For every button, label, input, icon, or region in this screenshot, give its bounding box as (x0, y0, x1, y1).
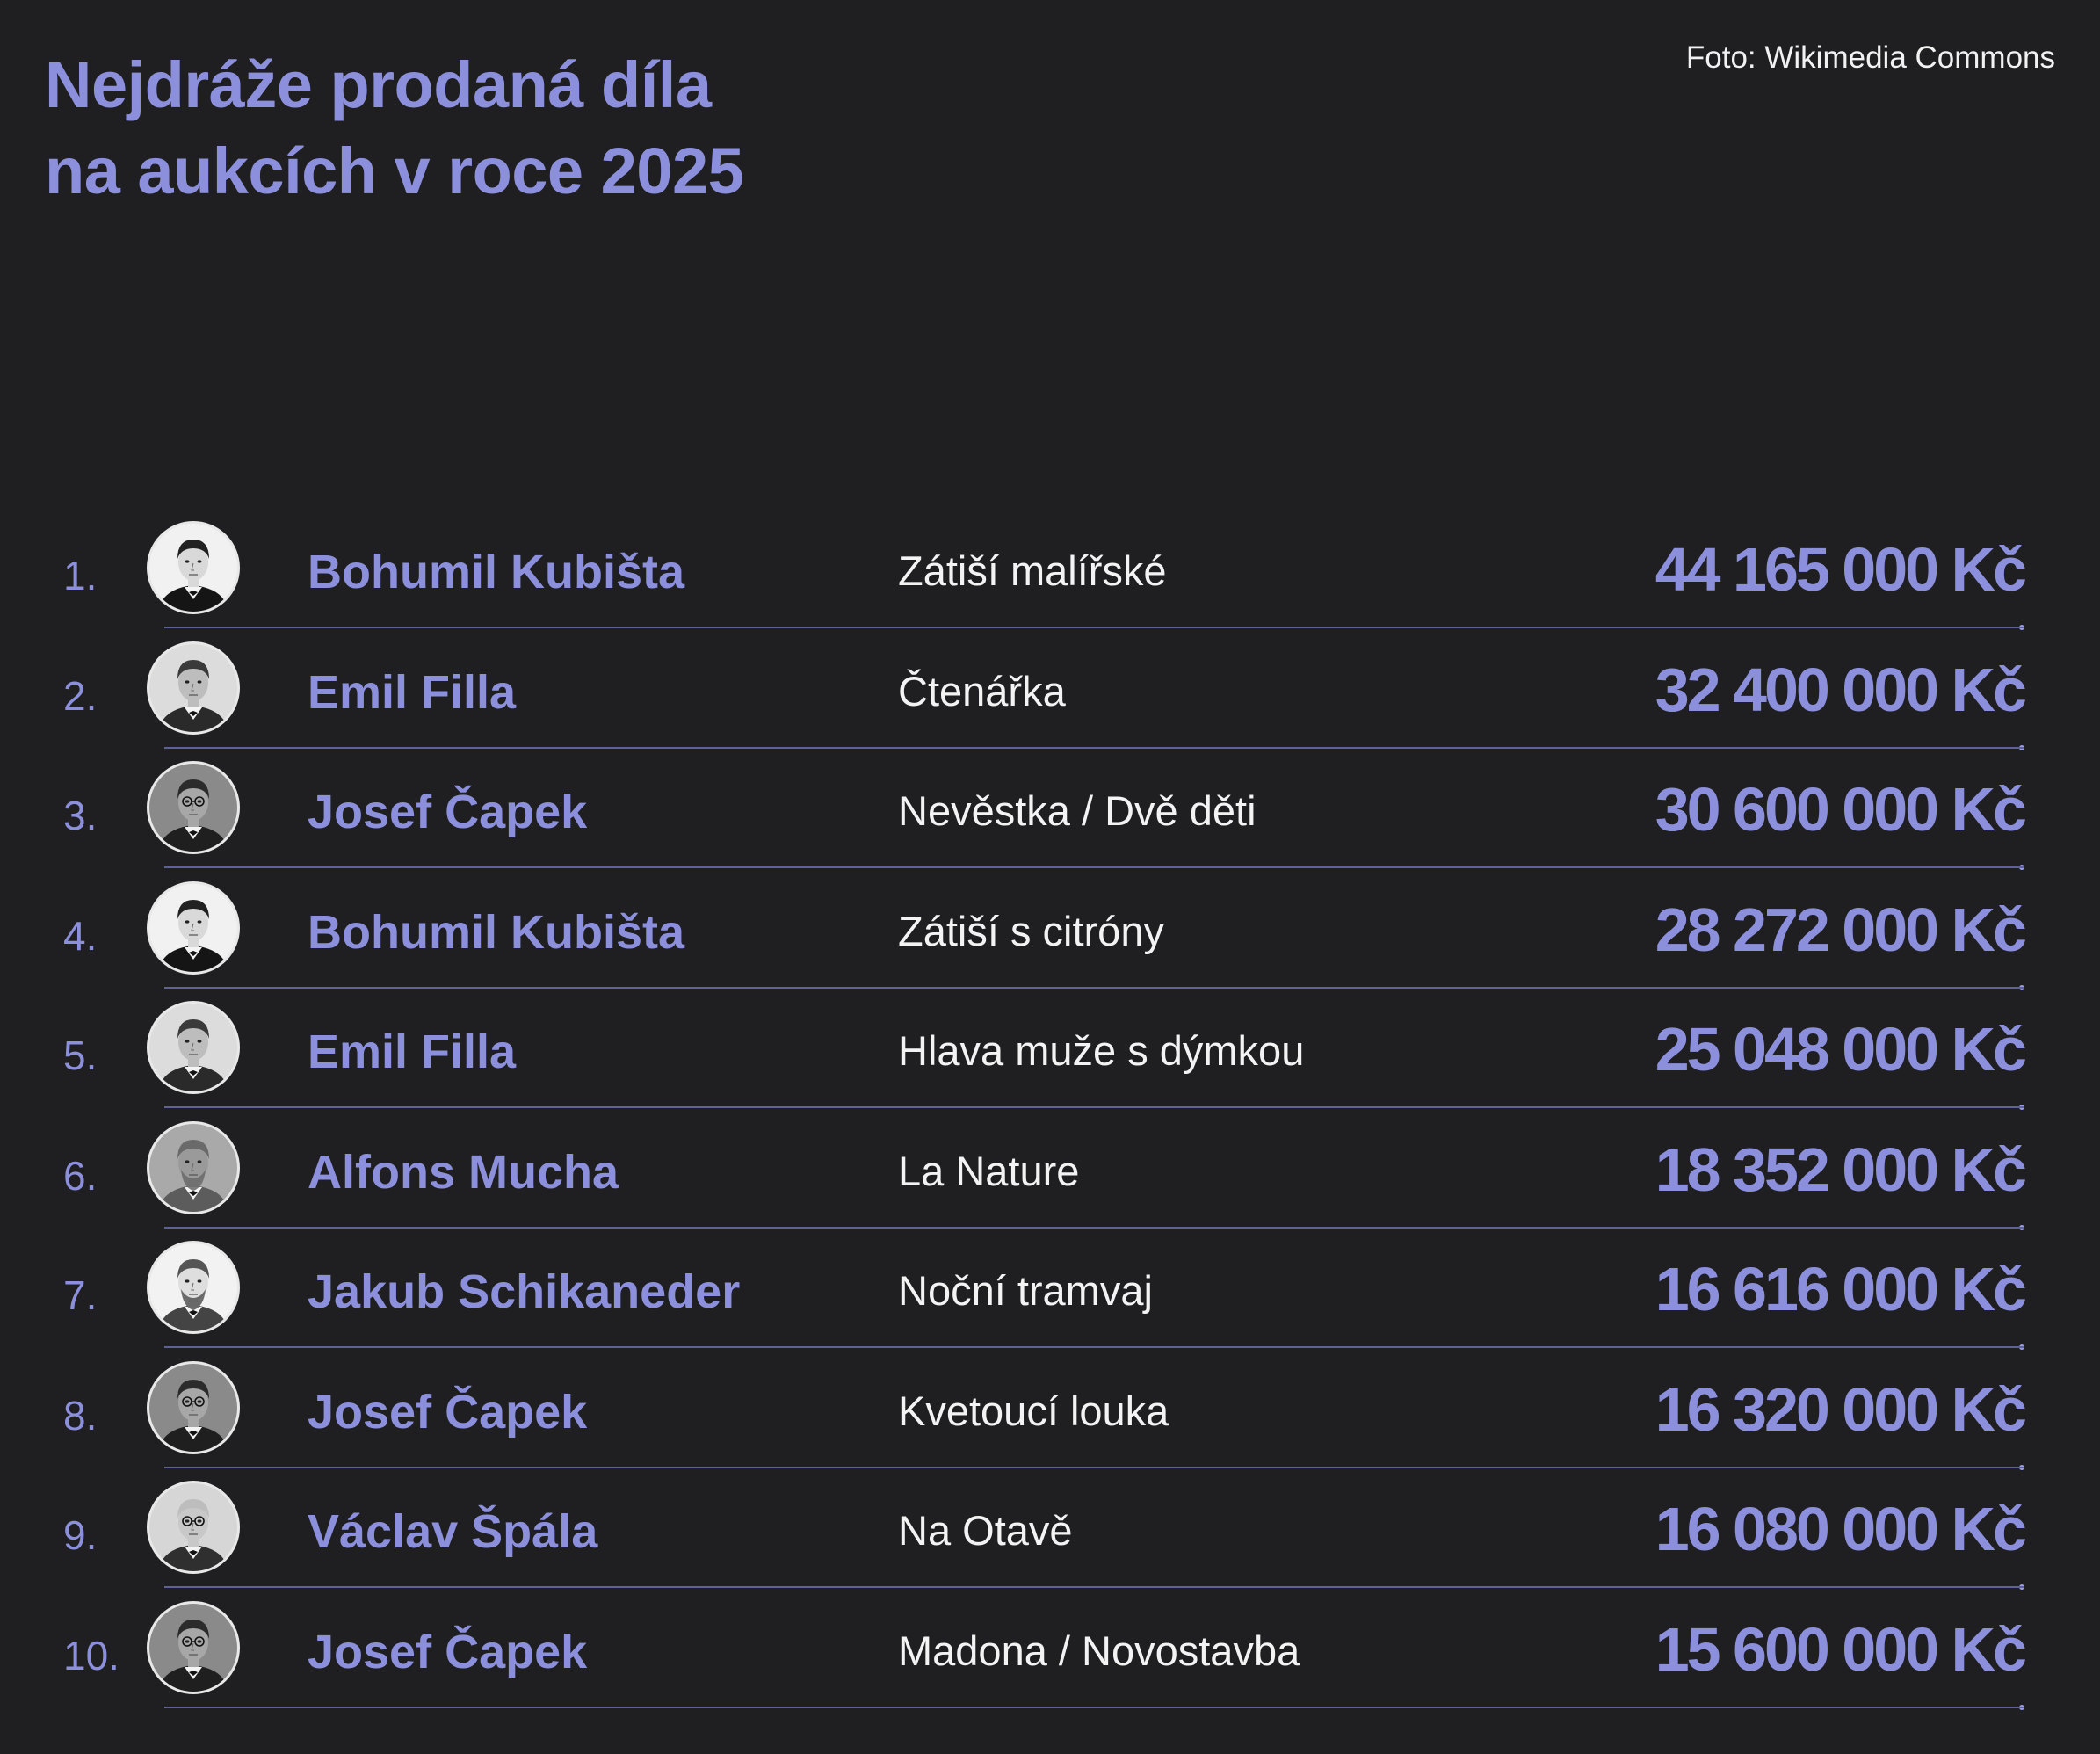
avatar (147, 1120, 240, 1214)
title-line-2: na aukcích v roce 2025 (45, 134, 744, 207)
list-item: 6. Alfons Mucha La Nature 18 352 000 Kč (0, 1113, 2100, 1234)
avatar (147, 881, 240, 975)
sale-price: 16 080 000 Kč (1655, 1495, 2027, 1563)
list-item: 9. Václav Špála Na Otavě 16 080 000 Kč (0, 1473, 2100, 1593)
sale-price: 30 600 000 Kč (1655, 775, 2027, 844)
list-item: 8. Josef Čapek Kvetoucí louka 16 320 000… (0, 1353, 2100, 1474)
sale-price: 44 165 000 Kč (1655, 535, 2027, 604)
josef-capek-portrait (149, 1363, 237, 1452)
list-item: 5. Emil Filla Hlava muže s dýmkou 25 048… (0, 993, 2100, 1113)
rank-number: 6. (63, 1152, 98, 1199)
rank-number: 8. (63, 1392, 98, 1439)
artwork-title: Zátiší s citróny (898, 907, 1164, 954)
artwork-title: Čtenářka (898, 667, 1066, 714)
artwork-title: Kvetoucí louka (898, 1387, 1169, 1434)
artist-name: Emil Filla (308, 665, 517, 719)
avatar (147, 1481, 240, 1574)
artist-name: Josef Čapek (308, 1625, 588, 1678)
bohumil-kubista-portrait (149, 883, 237, 972)
avatar (147, 1241, 240, 1334)
rank-number: 5. (63, 1033, 98, 1078)
josef-capek-portrait (149, 1603, 237, 1692)
sale-price: 32 400 000 Kč (1655, 655, 2027, 724)
sale-price: 25 048 000 Kč (1655, 1015, 2027, 1084)
rank-number: 2. (63, 672, 98, 719)
artist-name: Bohumil Kubišta (308, 905, 684, 959)
list-item: 2. Emil Filla Čtenářka 32 400 000 Kč (0, 634, 2100, 754)
rank-number: 9. (63, 1512, 98, 1558)
sale-price: 15 600 000 Kč (1655, 1614, 2027, 1684)
rank-number: 4. (63, 912, 98, 959)
artist-name: Jakub Schikaneder (308, 1265, 741, 1318)
artist-name: Václav Špála (308, 1505, 598, 1558)
avatar (147, 641, 240, 735)
list-item: 3. Josef Čapek Nevěstka / Dvě děti 30 60… (0, 753, 2100, 873)
artwork-title: Nevěstka / Dvě děti (898, 787, 1256, 834)
avatar (147, 1001, 240, 1094)
avatar (147, 1360, 240, 1454)
artwork-title: Hlava muže s dýmkou (898, 1027, 1305, 1074)
sale-price: 28 272 000 Kč (1655, 895, 2027, 964)
ranking-list: 1. Bohumil Kubišta Zátiší malířské 44 16… (0, 513, 2100, 1713)
sale-price: 16 616 000 Kč (1655, 1255, 2027, 1323)
artist-name: Bohumil Kubišta (308, 546, 684, 598)
sale-price: 16 320 000 Kč (1655, 1374, 2027, 1444)
list-item: 7. Jakub Schikaneder Noční tramvaj 16 61… (0, 1233, 2100, 1353)
rank-number: 10. (63, 1632, 119, 1678)
sale-price: 18 352 000 Kč (1655, 1134, 2027, 1204)
artist-name: Alfons Mucha (308, 1145, 619, 1199)
avatar (147, 521, 240, 614)
artwork-title: La Nature (898, 1147, 1080, 1194)
jakub-schikaneder-portrait (149, 1243, 237, 1331)
bohumil-kubista-portrait (149, 524, 237, 612)
vaclav-spala-portrait (149, 1483, 237, 1571)
list-item: 1. Bohumil Kubišta Zátiší malířské 44 16… (0, 513, 2100, 634)
page-title: Nejdráže prodaná díla na aukcích v roce … (45, 42, 744, 214)
avatar (147, 761, 240, 854)
artwork-title: Madona / Novostavba (898, 1627, 1300, 1674)
list-item: 4. Bohumil Kubišta Zátiší s citróny 28 2… (0, 873, 2100, 994)
avatar (147, 1600, 240, 1694)
artwork-title: Zátiší malířské (898, 547, 1167, 594)
artist-name: Josef Čapek (308, 1385, 588, 1439)
emil-filla-portrait (149, 1004, 237, 1091)
rank-number: 3. (63, 793, 98, 838)
artist-name: Emil Filla (308, 1026, 517, 1078)
josef-capek-portrait (149, 764, 237, 852)
rank-number: 1. (63, 553, 98, 598)
emil-filla-portrait (149, 643, 237, 732)
alfons-mucha-portrait (149, 1123, 237, 1212)
rank-number: 7. (63, 1272, 98, 1318)
list-item: 10. Josef Čapek Madona / Novostavba 15 6… (0, 1593, 2100, 1714)
title-line-1: Nejdráže prodaná díla (45, 48, 712, 121)
photo-credit: Foto: Wikimedia Commons (1685, 40, 2055, 75)
artwork-title: Na Otavě (898, 1507, 1073, 1554)
artwork-title: Noční tramvaj (898, 1267, 1153, 1314)
artist-name: Josef Čapek (308, 786, 588, 838)
